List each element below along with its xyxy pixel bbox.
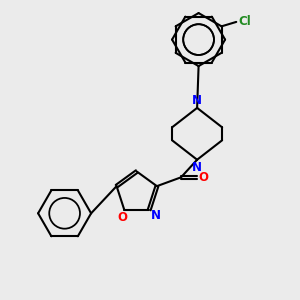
Text: O: O: [199, 171, 209, 184]
Text: N: N: [192, 161, 202, 174]
Text: Cl: Cl: [238, 15, 251, 28]
Text: O: O: [118, 211, 128, 224]
Text: N: N: [192, 94, 202, 107]
Text: N: N: [151, 208, 161, 222]
